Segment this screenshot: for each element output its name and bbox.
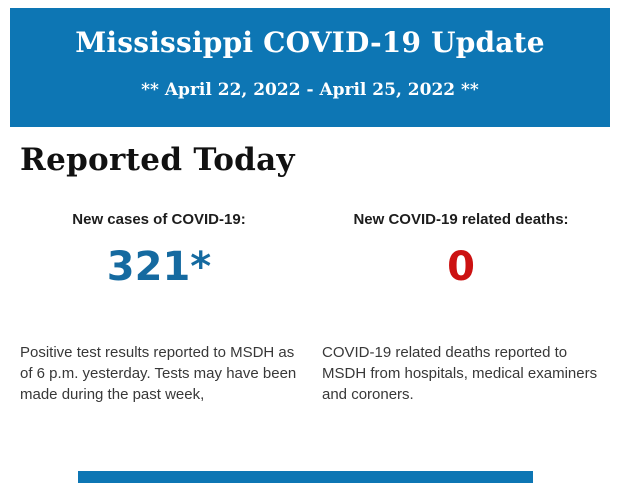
new-cases-value: 321*	[106, 244, 212, 290]
header-banner: Mississippi COVID-19 Update ** April 22,…	[10, 8, 610, 127]
date-range: ** April 22, 2022 - April 25, 2022 **	[141, 80, 479, 100]
new-cases-column: New cases of COVID-19: 321* Positive tes…	[20, 211, 298, 405]
next-section-top-bar	[78, 471, 533, 483]
reported-today-section: Reported Today New cases of COVID-19: 32…	[20, 142, 600, 405]
new-cases-label: New cases of COVID-19:	[72, 211, 246, 228]
new-deaths-description: COVID-19 related deaths reported to MSDH…	[322, 344, 598, 403]
page-title: Mississippi COVID-19 Update	[75, 26, 545, 59]
new-cases-description: Positive test results reported to MSDH a…	[20, 344, 297, 403]
new-deaths-column: New COVID-19 related deaths: 0 COVID-19 …	[322, 211, 600, 405]
new-deaths-value: 0	[447, 244, 475, 290]
stats-columns: New cases of COVID-19: 321* Positive tes…	[20, 211, 600, 405]
section-heading: Reported Today	[20, 142, 295, 178]
new-deaths-label: New COVID-19 related deaths:	[353, 211, 569, 228]
